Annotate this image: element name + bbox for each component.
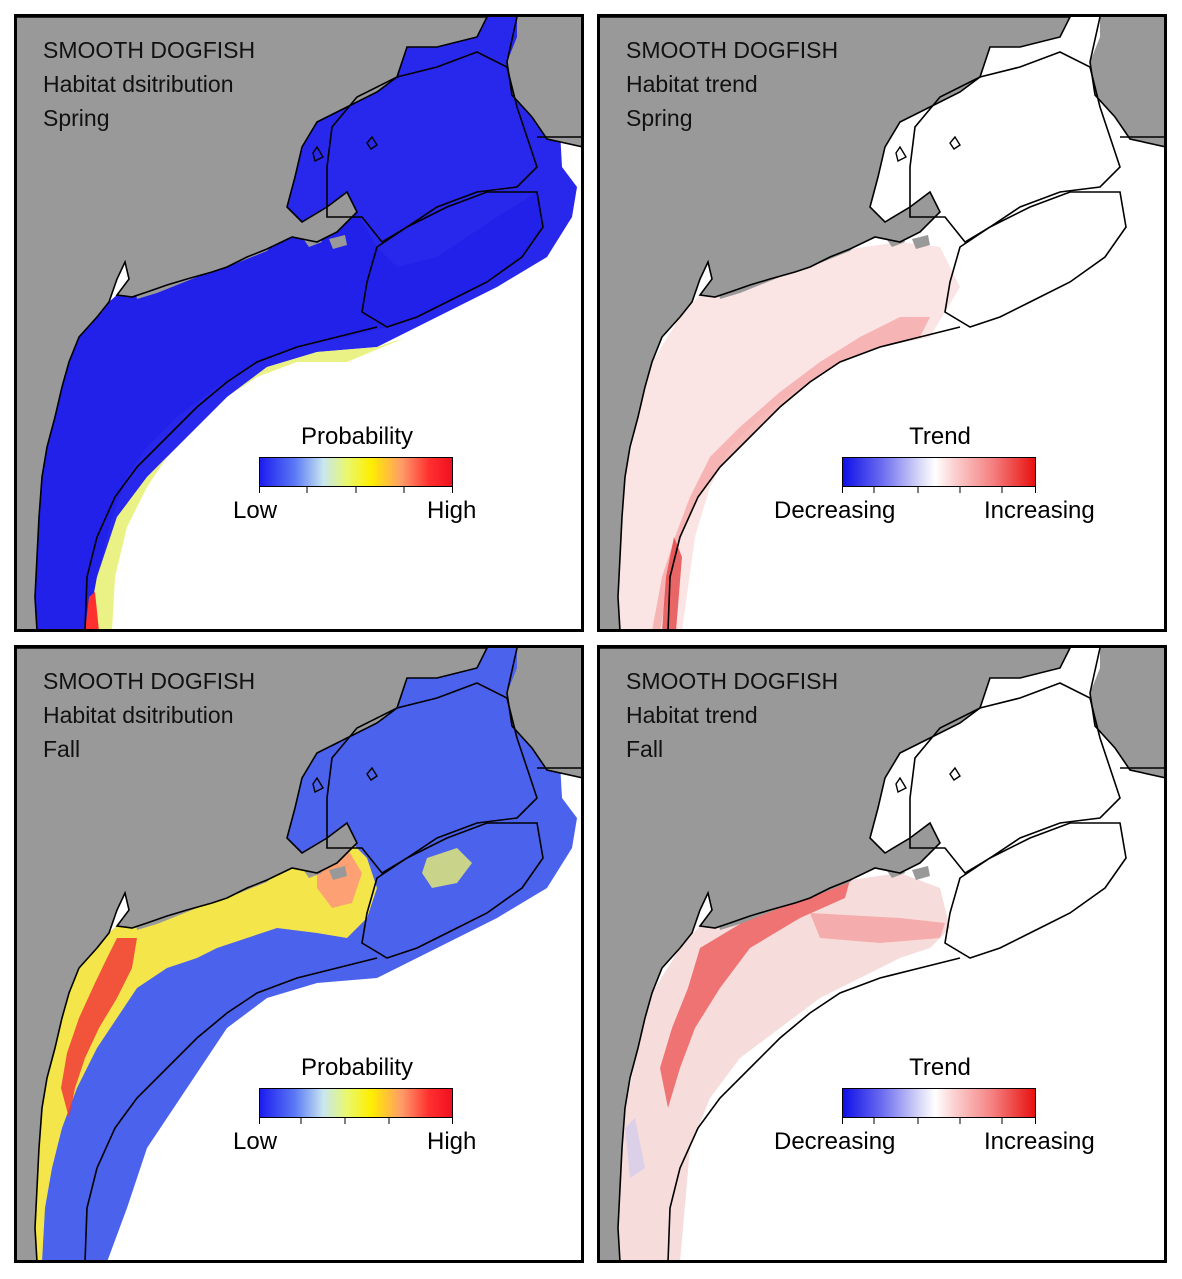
season-label: Fall xyxy=(43,736,81,762)
legend-title: Trend xyxy=(909,1054,971,1081)
map-fall-distribution xyxy=(17,648,581,1260)
map-fall-trend xyxy=(600,648,1164,1260)
legend-ticks xyxy=(842,487,1036,493)
legend-low-label: Decreasing xyxy=(774,1128,896,1155)
legend-high-label: High xyxy=(427,1128,477,1155)
legend-title: Trend xyxy=(909,423,971,450)
panel-spring-distribution: SMOOTH DOGFISH Habitat dsitribution Spri… xyxy=(14,14,584,632)
species-label: SMOOTH DOGFISH xyxy=(626,668,839,694)
panel-spring-trend: SMOOTH DOGFISH Habitat trend Spring Tren… xyxy=(597,14,1167,632)
legend-ticks xyxy=(259,1118,453,1124)
season-label: Spring xyxy=(626,105,693,131)
map-spring-distribution xyxy=(17,17,581,629)
metric-label: Habitat trend xyxy=(626,702,758,728)
legend-high-label: Increasing xyxy=(984,497,1095,524)
legend-high-label: Increasing xyxy=(984,1128,1095,1155)
panel-fall-trend: SMOOTH DOGFISH Habitat trend Fall Trend … xyxy=(597,645,1167,1263)
map-spring-trend xyxy=(600,17,1164,629)
legend-low-label: Low xyxy=(233,497,278,524)
panel-fall-distribution: SMOOTH DOGFISH Habitat dsitribution Fall… xyxy=(14,645,584,1263)
season-label: Fall xyxy=(626,736,664,762)
legend-low-label: Low xyxy=(233,1128,278,1155)
metric-label: Habitat dsitribution xyxy=(43,702,234,728)
legend-ticks xyxy=(842,1118,1036,1124)
legend-high-label: High xyxy=(427,497,477,524)
species-label: SMOOTH DOGFISH xyxy=(626,37,839,63)
legend-color-bar xyxy=(842,457,1036,487)
legend-title: Probability xyxy=(300,1054,414,1081)
legend-color-bar xyxy=(259,1088,453,1118)
metric-label: Habitat dsitribution xyxy=(43,71,234,97)
legend-low-label: Decreasing xyxy=(774,497,896,524)
legend-ticks xyxy=(259,487,453,493)
title-block: SMOOTH DOGFISH Habitat trend Fall xyxy=(626,664,838,766)
legend-color-bar xyxy=(842,1088,1036,1118)
title-block: SMOOTH DOGFISH Habitat trend Spring xyxy=(626,33,838,135)
species-label: SMOOTH DOGFISH xyxy=(43,668,256,694)
species-label: SMOOTH DOGFISH xyxy=(43,37,256,63)
metric-label: Habitat trend xyxy=(626,71,758,97)
legend-color-bar xyxy=(259,457,453,487)
title-block: SMOOTH DOGFISH Habitat dsitribution Fall xyxy=(43,664,255,766)
title-block: SMOOTH DOGFISH Habitat dsitribution Spri… xyxy=(43,33,255,135)
legend-title: Probability xyxy=(300,423,414,450)
season-label: Spring xyxy=(43,105,110,131)
